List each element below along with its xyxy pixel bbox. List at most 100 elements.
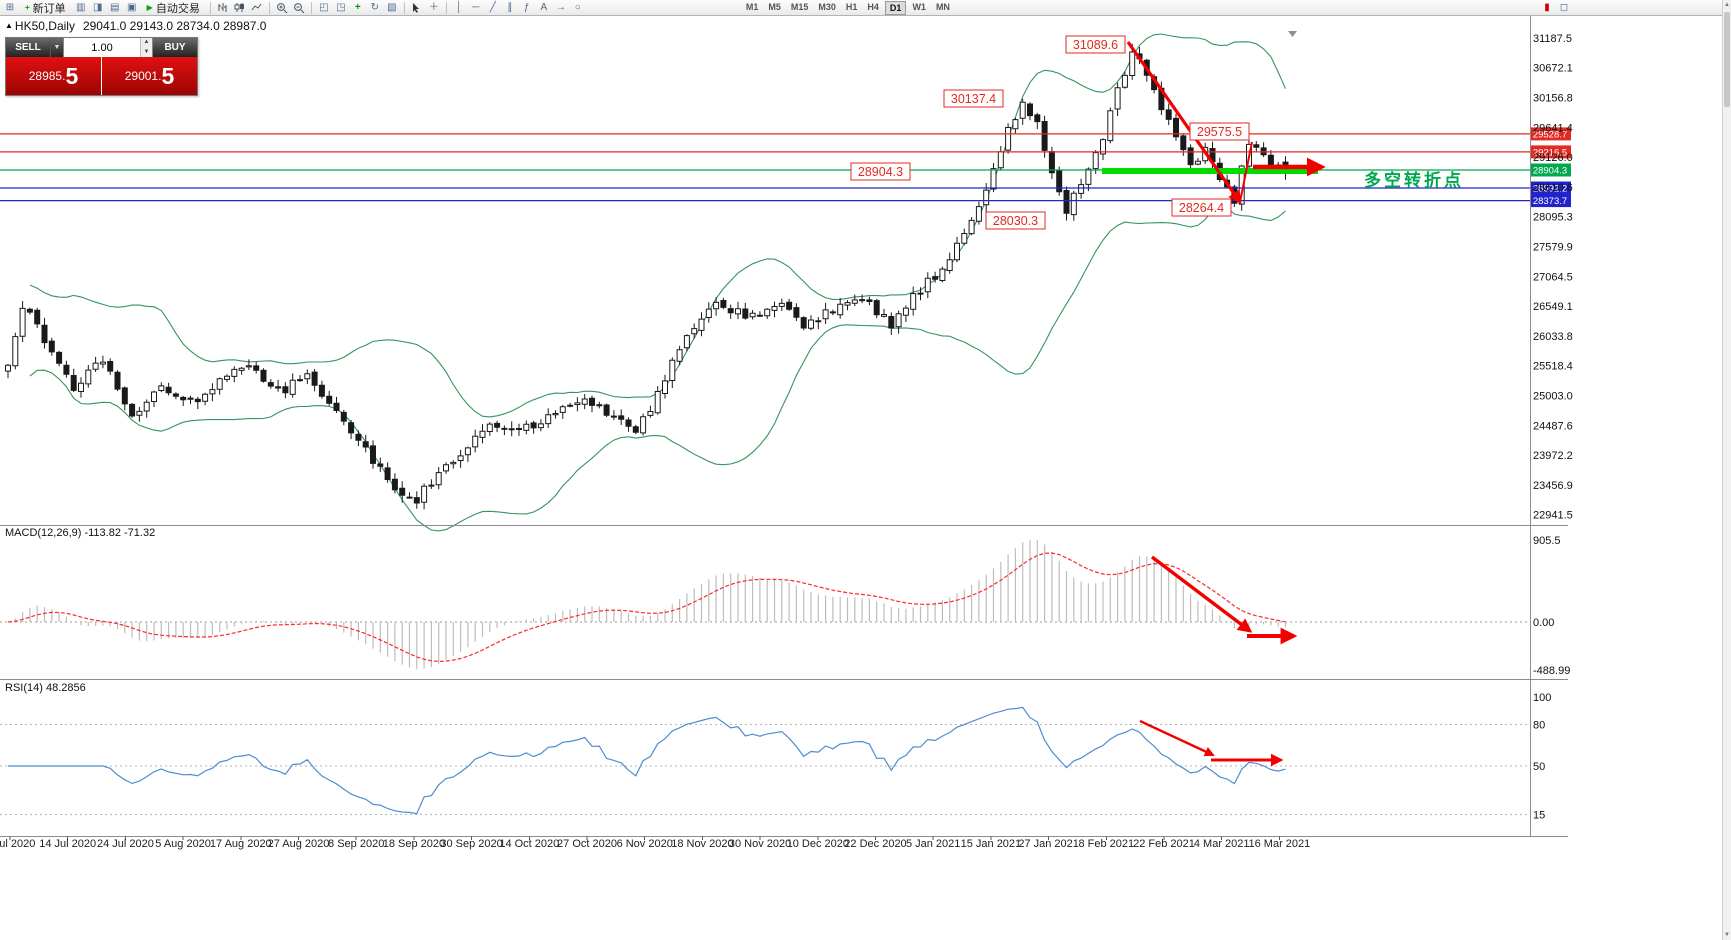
- price-annotation[interactable]: 29575.5: [1189, 122, 1250, 141]
- terminal-icon[interactable]: ▣: [126, 2, 137, 13]
- autotrade-label: 自动交易: [155, 2, 200, 15]
- price-axis-label: 26549.1: [1533, 301, 1573, 313]
- auto-scroll-icon[interactable]: ↻: [370, 2, 380, 13]
- bar-chart-icon[interactable]: [216, 1, 230, 14]
- svg-text:10 Dec 2020: 10 Dec 2020: [787, 838, 849, 850]
- macd-histogram: [14, 540, 1287, 670]
- toolbar-separator: [209, 1, 211, 14]
- zoom-in-icon[interactable]: [275, 1, 289, 14]
- timeframe-m15[interactable]: M15: [790, 1, 809, 12]
- timeframe-w1[interactable]: W1: [912, 1, 926, 12]
- candlestick-series: [5, 43, 1289, 510]
- buy-button[interactable]: BUY: [153, 38, 197, 57]
- macd-axis-label: 905.5: [1533, 535, 1561, 547]
- toolbar-separator: [268, 1, 270, 14]
- svg-text:6 Nov 2020: 6 Nov 2020: [617, 838, 673, 850]
- sell-price-int: 28985: [28, 69, 63, 83]
- buy-price-display[interactable]: 29001. 5: [102, 57, 197, 95]
- price-axis-label: 29641.4: [1533, 122, 1573, 134]
- panel-dividers[interactable]: [0, 16, 1568, 837]
- svg-text:27 Oct 2020: 27 Oct 2020: [557, 838, 617, 850]
- svg-text:14 Jul 2020: 14 Jul 2020: [39, 838, 96, 850]
- chart-shift-marker[interactable]: [1288, 31, 1297, 37]
- fibonacci-tool-icon[interactable]: ƒ: [524, 2, 530, 13]
- horizontal-level-line[interactable]: 28592.2: [0, 181, 1571, 195]
- price-axis-label: 26033.8: [1533, 331, 1573, 343]
- horizontal-level-line[interactable]: 28904.3: [0, 163, 1571, 177]
- vertical-line-tool-icon[interactable]: │: [455, 2, 462, 13]
- timeframe-h4[interactable]: H4: [867, 1, 879, 12]
- line-chart-icon[interactable]: [250, 1, 264, 14]
- symbol-period-label: HK50,Daily: [14, 19, 75, 33]
- volume-input[interactable]: [64, 38, 140, 57]
- svg-text:28030.3: 28030.3: [993, 214, 1038, 228]
- trendline-tool-icon[interactable]: ╱: [489, 2, 496, 13]
- trend-arrow[interactable]: [1239, 141, 1253, 203]
- crosshair-icon[interactable]: ＋: [428, 2, 439, 13]
- timeframe-h1[interactable]: H1: [845, 1, 858, 12]
- volume-down-icon[interactable]: ▼: [141, 47, 152, 57]
- add-indicator-icon[interactable]: +: [354, 2, 361, 13]
- fullscreen-icon[interactable]: ◻: [1559, 2, 1569, 13]
- trend-arrow[interactable]: [1150, 555, 1253, 633]
- timeframe-m1[interactable]: M1: [745, 1, 759, 12]
- horizontal-line-tool-icon[interactable]: ─: [472, 2, 480, 13]
- svg-text:30 Nov 2020: 30 Nov 2020: [729, 838, 791, 850]
- price-axis-badge: [1530, 163, 1571, 177]
- new-order-button[interactable]: + 新订单: [20, 1, 71, 15]
- order-type-dropdown[interactable]: ▼: [50, 38, 63, 57]
- horizontal-level-line[interactable]: 28373.7: [0, 194, 1571, 208]
- price-annotation[interactable]: 28904.3: [850, 162, 911, 181]
- svg-text:4 Mar 2021: 4 Mar 2021: [1194, 838, 1250, 850]
- text-tool-icon[interactable]: A: [540, 2, 548, 13]
- price-axis-label: 27064.5: [1533, 271, 1573, 283]
- timeframe-m30[interactable]: M30: [818, 1, 836, 12]
- svg-text:22 Feb 2021: 22 Feb 2021: [1133, 838, 1195, 850]
- bollinger-bands: [29, 33, 1287, 532]
- navigator-icon[interactable]: ▤: [109, 2, 120, 13]
- volume-stepper: ▲ ▼: [140, 38, 152, 57]
- horizontal-level-line[interactable]: 29216.5: [0, 145, 1571, 159]
- volume-up-icon[interactable]: ▲: [141, 38, 152, 48]
- price-axis-label: 29126.0: [1533, 152, 1573, 164]
- data-window-icon[interactable]: ◨: [92, 2, 103, 13]
- zoom-out-icon[interactable]: [292, 1, 306, 14]
- alert-icon[interactable]: ▮: [1544, 2, 1550, 13]
- toolbar-right-group: ▮ ◻: [1540, 1, 1571, 14]
- price-annotation[interactable]: 30137.4: [943, 89, 1004, 108]
- market-watch-icon[interactable]: ▥: [75, 2, 86, 13]
- svg-text:8 Sep 2020: 8 Sep 2020: [328, 838, 384, 850]
- price-annotation[interactable]: 28030.3: [985, 211, 1046, 230]
- channel-tool-icon[interactable]: ∥: [507, 2, 513, 13]
- vertical-scrollbar[interactable]: ▲ ▼: [1722, 0, 1731, 940]
- ohlc-values: 29041.0 29143.0 28734.0 28987.0: [82, 19, 267, 33]
- arrow-tool-icon[interactable]: →: [555, 2, 566, 13]
- scrollbar-thumb[interactable]: [1724, 12, 1730, 107]
- svg-text:28264.4: 28264.4: [1179, 201, 1224, 215]
- horizontal-level-line[interactable]: 29528.7: [0, 127, 1571, 141]
- autotrade-button[interactable]: ▶ 自动交易: [142, 1, 205, 15]
- price-annotation[interactable]: 28264.4: [1171, 198, 1232, 217]
- sell-button[interactable]: SELL: [6, 38, 50, 57]
- shapes-tool-icon[interactable]: ○: [574, 2, 581, 13]
- cursor-icon[interactable]: [410, 1, 424, 14]
- sell-price-display[interactable]: 28985. 5: [6, 57, 101, 95]
- main-toolbar: ⊞ + 新订单 ▥ ◨ ▤ ▣ ▶ 自动交易 ◰ ◳ +: [0, 0, 1731, 16]
- candlestick-chart-icon[interactable]: [233, 1, 247, 14]
- templates-icon[interactable]: ▧: [387, 2, 397, 13]
- trend-arrow[interactable]: [1126, 41, 1242, 205]
- scroll-down-icon[interactable]: ▼: [1724, 932, 1730, 938]
- timeframe-d1[interactable]: D1: [884, 0, 907, 15]
- trend-arrow[interactable]: [1139, 719, 1215, 757]
- timeframe-m5[interactable]: M5: [768, 1, 781, 12]
- cascade-windows-icon[interactable]: ◳: [336, 2, 346, 13]
- price-annotation[interactable]: 31089.6: [1065, 35, 1126, 54]
- timeframe-mn[interactable]: MN: [935, 1, 950, 12]
- svg-text:31089.6: 31089.6: [1073, 38, 1118, 52]
- scroll-up-icon[interactable]: ▲: [1724, 2, 1730, 8]
- new-chart-icon[interactable]: ⊞: [5, 2, 15, 13]
- tile-windows-icon[interactable]: ◰: [319, 2, 329, 13]
